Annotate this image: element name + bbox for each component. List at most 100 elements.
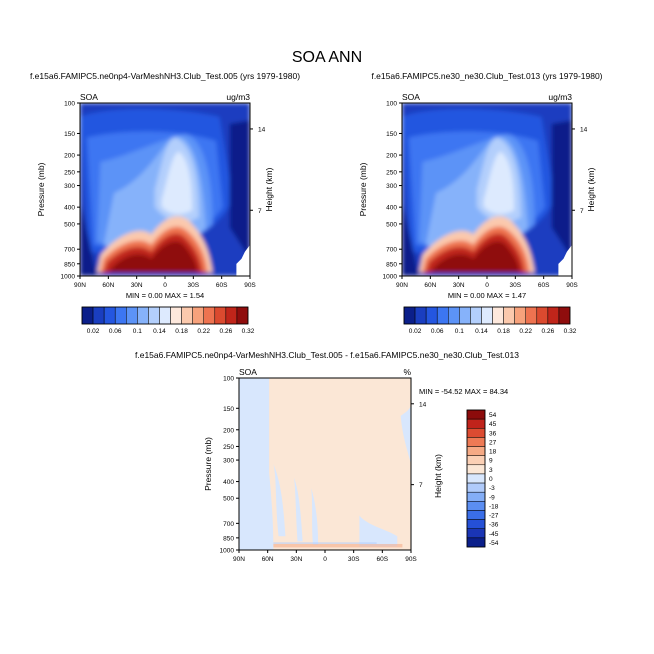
y-tick-label: 700 bbox=[64, 247, 75, 254]
colorbar-swatch bbox=[192, 306, 204, 325]
y-tick-label: 100 bbox=[386, 101, 397, 108]
contour-band-0-south bbox=[229, 120, 250, 259]
y2-axis-label: Height (km) bbox=[433, 454, 443, 498]
colorbar-label: 0.06 bbox=[109, 328, 122, 335]
colorbar-swatch bbox=[225, 306, 238, 325]
x-tick-label: 30N bbox=[131, 282, 143, 289]
diff-streak-1 bbox=[273, 464, 286, 537]
colorbar-label: -27 bbox=[489, 513, 499, 520]
colorbar-swatch bbox=[466, 519, 486, 529]
colorbar-swatch bbox=[81, 306, 94, 325]
colorbar-swatch bbox=[466, 437, 486, 447]
y-tick-label: 400 bbox=[386, 205, 397, 212]
colorbar-swatch bbox=[536, 306, 549, 325]
y-tick-label: 300 bbox=[386, 183, 397, 190]
colorbar-swatch bbox=[470, 306, 482, 325]
colorbar-label: 0.1 bbox=[133, 328, 142, 335]
diff-region-negative-edge bbox=[400, 403, 411, 464]
contour-band-7 bbox=[161, 151, 193, 215]
y-tick-label: 1000 bbox=[61, 274, 76, 281]
x-tick-label: 30S bbox=[188, 282, 200, 289]
y-tick-label: 100 bbox=[223, 376, 234, 383]
colorbar-swatch bbox=[466, 491, 486, 502]
contour-band-14 bbox=[108, 241, 198, 273]
topography-mask bbox=[558, 244, 572, 276]
x-tick-label: 30N bbox=[453, 282, 465, 289]
x-tick-label: 90S bbox=[405, 556, 417, 563]
x-tick-label: 60S bbox=[538, 282, 550, 289]
colorbar-label: 54 bbox=[489, 412, 497, 419]
x-tick-label: 90S bbox=[566, 282, 578, 289]
y-tick-label: 400 bbox=[223, 479, 234, 486]
colorbar-swatch bbox=[466, 409, 486, 420]
colorbar-frame bbox=[81, 306, 249, 325]
colorbar-swatch bbox=[114, 306, 127, 325]
diff-region-negative-north bbox=[239, 378, 274, 550]
y-tick-label: 700 bbox=[386, 247, 397, 254]
colorbar-swatch bbox=[466, 537, 486, 548]
x-tick-label: 0 bbox=[485, 282, 489, 289]
diff-region-negative-south bbox=[359, 515, 398, 547]
colorbar-swatch bbox=[525, 306, 538, 325]
colorbar-swatch bbox=[503, 306, 515, 325]
y2-tick-label: 7 bbox=[580, 208, 584, 215]
panel-title: f.e15a6.FAMIPC5.ne0np4-VarMeshNH3.Club_T… bbox=[135, 350, 519, 360]
contour-field bbox=[80, 103, 250, 276]
units-label: % bbox=[403, 367, 411, 377]
y-tick-label: 500 bbox=[386, 221, 397, 228]
colorbar-label: 0 bbox=[489, 476, 493, 483]
y-tick-label: 100 bbox=[64, 101, 75, 108]
colorbar-label: 0.32 bbox=[564, 328, 577, 335]
contour-band-14 bbox=[430, 241, 520, 273]
colorbar-label: 0.14 bbox=[153, 328, 166, 335]
colorbar-swatch bbox=[181, 306, 193, 325]
colorbar-swatch bbox=[466, 510, 486, 520]
colorbar-label: 36 bbox=[489, 430, 497, 437]
contour-field bbox=[402, 103, 572, 276]
y-tick-label: 850 bbox=[223, 535, 234, 542]
colorbar-swatch bbox=[148, 306, 160, 325]
y-tick-label: 400 bbox=[64, 205, 75, 212]
y2-tick-label: 14 bbox=[258, 126, 266, 133]
colorbar-swatch bbox=[137, 306, 149, 325]
colorbar-label: 18 bbox=[489, 449, 497, 456]
contour-band-0-south bbox=[551, 120, 572, 259]
colorbar-label: 0.32 bbox=[242, 328, 255, 335]
colorbar-swatch bbox=[459, 306, 471, 325]
units-label: ug/m3 bbox=[548, 92, 572, 102]
colorbar-swatch bbox=[547, 306, 560, 325]
min-max-stats: MIN = -54.52 MAX = 84.34 bbox=[419, 387, 508, 396]
topography-mask bbox=[236, 244, 250, 276]
units-label: ug/m3 bbox=[226, 92, 250, 102]
colorbar-swatch bbox=[466, 455, 486, 466]
colorbar-label: 3 bbox=[489, 467, 493, 474]
y2-tick-label: 7 bbox=[419, 482, 423, 489]
colorbar-swatch bbox=[466, 428, 486, 438]
x-tick-label: 60N bbox=[262, 556, 274, 563]
colorbar-swatch bbox=[514, 306, 526, 325]
contour-band-0-north bbox=[80, 203, 97, 276]
y2-axis-label: Height (km) bbox=[264, 167, 274, 211]
colorbar-swatch bbox=[92, 306, 105, 325]
colorbar-swatch bbox=[448, 306, 460, 325]
variable-label: SOA bbox=[402, 92, 420, 102]
min-max-stats: MIN = 0.00 MAX = 1.54 bbox=[126, 291, 204, 300]
colorbar-swatch bbox=[214, 306, 227, 325]
colorbar-swatch bbox=[436, 306, 449, 325]
colorbar-swatch bbox=[466, 501, 486, 511]
colorbar-label: 0.14 bbox=[475, 328, 488, 335]
x-tick-label: 60S bbox=[377, 556, 389, 563]
colorbar-label: -3 bbox=[489, 485, 495, 492]
colorbar-swatch bbox=[170, 306, 182, 325]
colorbar-label: -9 bbox=[489, 494, 495, 501]
y-tick-label: 250 bbox=[386, 169, 397, 176]
colorbar-frame bbox=[466, 409, 486, 548]
y-tick-label: 850 bbox=[64, 261, 75, 268]
colorbar-label: 0.22 bbox=[197, 328, 210, 335]
panel-title: f.e15a6.FAMIPC5.ne30_ne30.Club_Test.013 … bbox=[371, 71, 602, 81]
y2-axis-label: Height (km) bbox=[586, 167, 596, 211]
